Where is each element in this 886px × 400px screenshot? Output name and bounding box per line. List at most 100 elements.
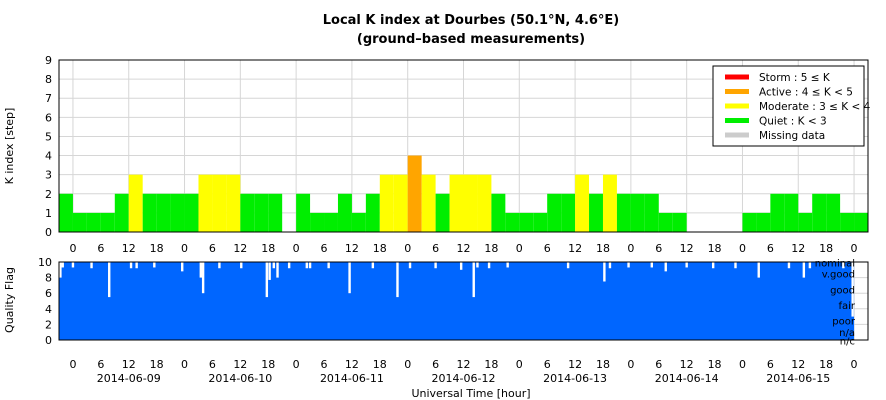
k-x-tick-label: 0 [404, 242, 411, 255]
quality-dip [802, 262, 806, 278]
k-index-bar [505, 212, 520, 232]
k-y-tick-label: 5 [45, 130, 52, 143]
quality-dip [757, 262, 760, 278]
k-x-tick-label: 0 [69, 242, 76, 255]
k-x-tick-label: 6 [544, 242, 551, 255]
k-index-bar [742, 212, 757, 232]
k-y-tick-label: 8 [45, 73, 52, 86]
k-index-bar [784, 193, 799, 232]
chart-subtitle: (ground–based measurements) [357, 32, 585, 47]
k-index-bar [589, 193, 603, 232]
quality-x-tick-label: 6 [209, 358, 216, 371]
k-x-tick-label: 6 [655, 242, 662, 255]
quality-dip [787, 262, 791, 269]
quality-dip [199, 262, 203, 278]
k-index-bar [854, 212, 868, 232]
k-index-bar [156, 193, 171, 232]
k-plot-frame [58, 59, 869, 233]
date-label: 2014-06-12 [432, 372, 496, 385]
quality-x-tick-label: 18 [261, 358, 275, 371]
legend-label: Moderate : 3 ≤ K < 4 [759, 101, 871, 113]
k-y-tick-label: 4 [45, 150, 52, 163]
k-index-bar [602, 174, 617, 232]
quality-dip [201, 262, 205, 294]
legend-label: Quiet : K < 3 [759, 116, 827, 128]
quality-dip [272, 262, 276, 269]
quality-dip [627, 262, 630, 268]
quality-x-tick-label: 0 [404, 358, 411, 371]
k-index-bar [226, 174, 241, 232]
k-index-y-label: K index [step] [3, 108, 16, 185]
k-index-bar [491, 193, 506, 232]
k-index-bar [477, 174, 492, 232]
quality-dip [603, 262, 606, 282]
k-x-tick-label: 0 [181, 242, 188, 255]
k-index-bar [575, 174, 590, 232]
quality-plot-frame [58, 261, 869, 341]
quality-category-label: poor [832, 317, 856, 328]
k-index-bar [72, 212, 87, 232]
quality-dip [566, 262, 570, 269]
k-x-tick-label: 12 [122, 242, 136, 255]
legend-label: Storm : 5 ≤ K [759, 72, 831, 84]
quality-dip [408, 262, 412, 269]
date-label: 2014-06-15 [766, 372, 830, 385]
k-x-tick-label: 12 [345, 242, 359, 255]
k-x-tick-label: 12 [233, 242, 247, 255]
k-index-bar [379, 174, 394, 232]
quality-dip [685, 262, 688, 268]
k-index-bar [365, 193, 380, 232]
quality-dip [327, 262, 330, 269]
quality-x-tick-label: 0 [851, 358, 858, 371]
quality-dip [711, 262, 715, 269]
date-label: 2014-06-10 [208, 372, 272, 385]
k-x-tick-label: 0 [739, 242, 746, 255]
k-index-bar [240, 193, 255, 232]
k-index-bar [616, 193, 631, 232]
k-index-bar [561, 193, 576, 232]
quality-x-tick-label: 0 [627, 358, 634, 371]
k-x-tick-label: 6 [321, 242, 328, 255]
date-label: 2014-06-14 [655, 372, 719, 385]
quality-dip [240, 262, 243, 269]
quality-y-tick-label: 4 [45, 303, 52, 316]
k-y-tick-label: 7 [45, 92, 52, 105]
quality-dip [181, 262, 184, 272]
legend-label: Active : 4 ≤ K < 5 [759, 87, 853, 99]
k-y-tick-label: 3 [45, 169, 52, 182]
k-index-bar [324, 212, 338, 232]
quality-x-tick-label: 12 [122, 358, 136, 371]
k-index-bar [658, 212, 673, 232]
quality-dip [808, 262, 812, 269]
k-index-bar [254, 193, 269, 232]
quality-category-label: good [830, 285, 855, 296]
k-index-bar [212, 174, 227, 232]
quality-dip [842, 262, 845, 269]
quality-y-tick-label: 0 [45, 334, 52, 347]
quality-x-tick-label: 18 [484, 358, 498, 371]
quality-x-tick-label: 0 [739, 358, 746, 371]
k-x-tick-label: 0 [851, 242, 858, 255]
k-index-bar [812, 193, 827, 232]
k-x-tick-label: 6 [432, 242, 439, 255]
k-x-tick-label: 6 [209, 242, 216, 255]
quality-dip [108, 262, 111, 298]
quality-dip [308, 262, 312, 269]
k-index-bar [310, 212, 325, 232]
k-index-bar [840, 212, 855, 232]
k-x-tick-label: 18 [708, 242, 722, 255]
quality-dip [268, 262, 271, 280]
quality-x-tick-label: 6 [655, 358, 662, 371]
date-label: 2014-06-13 [543, 372, 607, 385]
quality-x-tick-label: 6 [767, 358, 774, 371]
quality-dip [396, 262, 399, 298]
quality-dip [90, 262, 93, 269]
quality-dip [287, 262, 291, 269]
quality-x-tick-label: 12 [791, 358, 805, 371]
legend-label: Missing data [759, 130, 825, 142]
k-y-tick-label: 2 [45, 188, 52, 201]
legend: Storm : 5 ≤ K Active : 4 ≤ K < 5 Moderate … [712, 65, 871, 147]
quality-y-tick-label: 10 [38, 256, 52, 269]
k-index-bar [533, 212, 548, 232]
